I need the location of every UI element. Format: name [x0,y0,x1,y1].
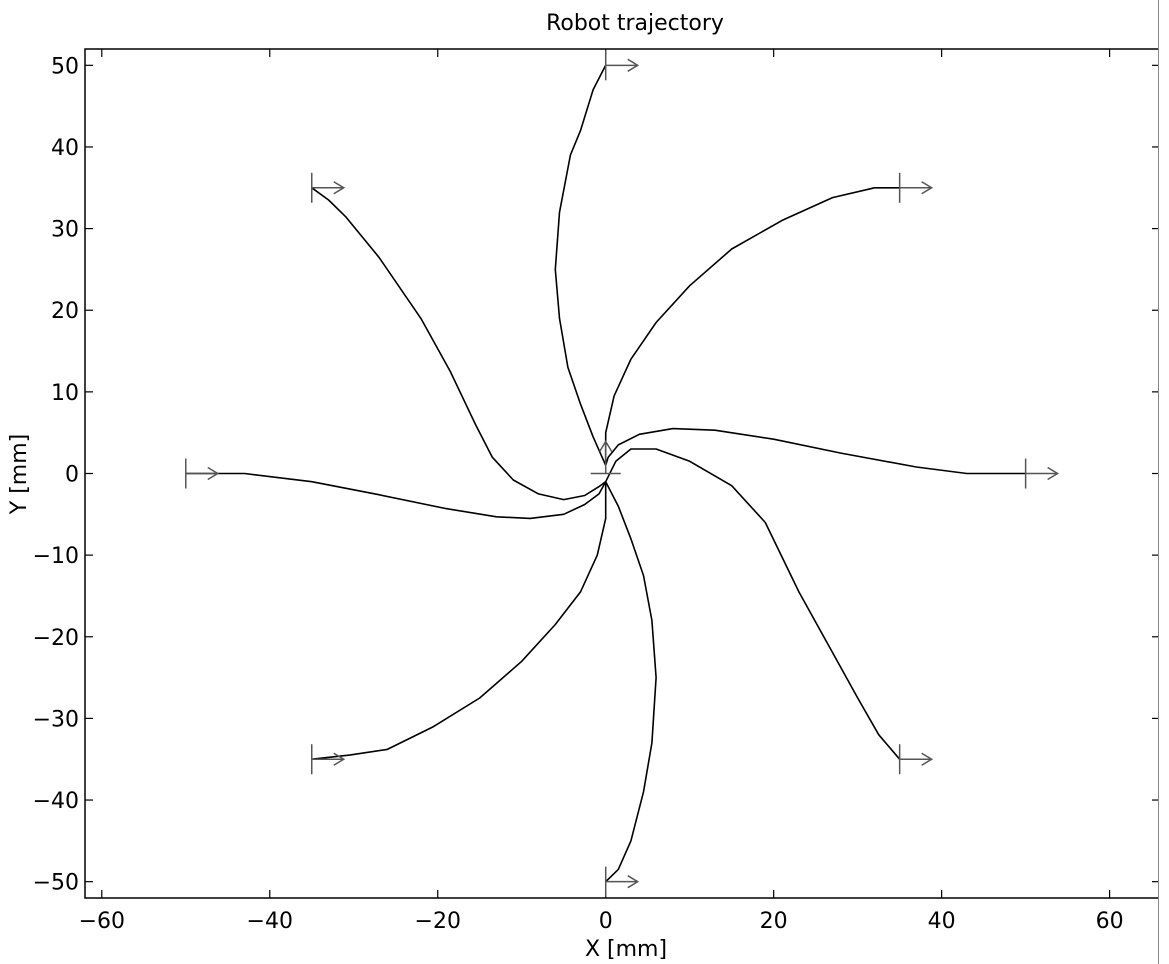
target-pose-marker [590,440,621,475]
axis-tick-labels: −60 −40 −20 0 20 40 60 50 40 30 20 10 0 −10 −20 −30 −40 −… [33,54,1124,934]
y-tick-label: 30 [51,218,79,243]
y-tick-label: −20 [33,626,79,651]
y-tick-label: 50 [51,54,79,79]
start-pose-marker [604,866,640,897]
x-tick-label: −40 [247,909,293,934]
y-tick-label: −10 [33,544,79,569]
y-tick-label: 10 [51,381,79,406]
x-tick-label: 20 [760,909,788,934]
y-tick-label: 0 [65,463,79,488]
trajectory-line [311,187,607,501]
y-tick-label: −40 [33,789,79,814]
y-tick-label: 40 [51,136,79,161]
window-right-edge [1158,0,1169,964]
x-tick-label: −20 [415,909,461,934]
start-pose-marker [604,50,640,81]
chart-title: Robot trajectory [546,11,724,36]
trajectory-line [604,448,901,760]
x-axis-title: X [mm] [585,937,667,962]
start-pose-marker [1024,458,1060,489]
start-pose-marker [898,172,934,203]
trajectory-line [311,481,607,760]
trajectory-line [604,427,1026,475]
x-tick-label: 60 [1096,909,1124,934]
start-pose-marker [311,172,346,203]
y-axis-title: Y [mm] [7,434,32,515]
x-tick-label: 0 [599,909,613,934]
trajectory-line [604,481,657,883]
start-pose-marker [185,458,220,489]
trajectory-line [604,187,900,466]
x-tick-label: −60 [79,909,125,934]
y-tick-label: −50 [33,871,79,896]
start-pose-markers [185,50,1060,897]
trajectory-line [554,64,607,466]
x-tick-label: 40 [928,909,956,934]
start-pose-marker [898,744,934,775]
y-tick-label: −30 [33,707,79,732]
trajectory-line [185,472,607,520]
start-pose-marker [311,744,346,775]
trajectory-lines [185,64,1026,883]
y-tick-label: 20 [51,299,79,324]
